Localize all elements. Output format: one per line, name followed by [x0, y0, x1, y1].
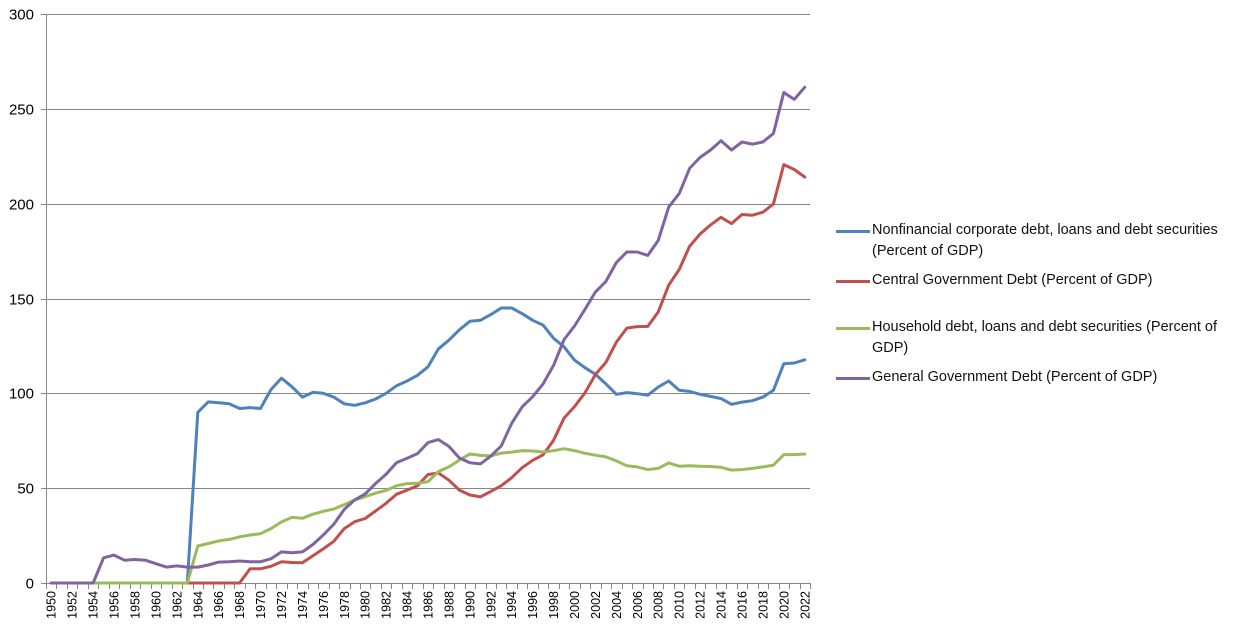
x-tick-label: 1964 — [191, 591, 205, 619]
legend-item-nonfinancial-corporate: Nonfinancial corporate debt, loans and d… — [836, 220, 1251, 262]
y-tick-label: 200 — [9, 197, 34, 214]
series-line-2 — [49, 447, 807, 585]
x-tick-label: 1970 — [254, 591, 268, 619]
series-lines — [49, 85, 807, 585]
x-tick-label: 1984 — [401, 591, 415, 619]
legend-swatch — [836, 377, 870, 380]
y-tick-label: 100 — [9, 386, 34, 403]
legend-swatch — [836, 327, 870, 330]
gridlines — [46, 14, 810, 489]
x-tick-label: 1968 — [233, 591, 247, 619]
x-tick-label: 1974 — [296, 591, 310, 619]
x-tick-label: 1976 — [317, 591, 331, 619]
legend-swatch — [836, 230, 870, 233]
x-tick-label: 1950 — [45, 591, 59, 619]
x-tick-label: 2018 — [756, 591, 770, 619]
y-axis-tick-labels: 0 50 100 150 200 250 300 — [9, 7, 34, 593]
x-tick-label: 2008 — [652, 591, 666, 619]
y-tick-label: 0 — [26, 576, 34, 593]
x-tick-label: 1992 — [484, 591, 498, 619]
legend-label: General Government Debt (Percent of GDP) — [872, 369, 1158, 385]
series-line-1 — [49, 163, 807, 585]
legend: Nonfinancial corporate debt, loans and d… — [836, 220, 1251, 388]
x-tick-label: 2020 — [777, 591, 791, 619]
axes — [41, 14, 811, 589]
x-axis-tick-labels: 1950 1952 1954 1956 1958 1960 1962 1964 1966 1968… — [45, 591, 813, 619]
series-line-3 — [49, 85, 807, 585]
x-tick-label: 1994 — [505, 591, 519, 619]
x-tick-label: 1986 — [422, 591, 436, 619]
x-tick-label: 2010 — [673, 591, 687, 619]
x-tick-label: 2012 — [694, 591, 708, 619]
y-tick-label: 300 — [9, 7, 34, 24]
x-tick-label: 2022 — [798, 591, 812, 619]
x-tick-label: 1996 — [526, 591, 540, 619]
x-tick-label: 1956 — [108, 591, 122, 619]
series-line-0 — [49, 306, 807, 585]
x-tick-label: 1982 — [380, 591, 394, 619]
y-tick-label: 150 — [9, 292, 34, 309]
legend-label: Nonfinancial corporate debt, loans and d… — [872, 222, 1218, 259]
legend-label: Household debt, loans and debt securitie… — [872, 319, 1217, 356]
legend-item-household: Household debt, loans and debt securitie… — [836, 317, 1251, 359]
x-tick-label: 1954 — [87, 591, 101, 619]
legend-swatch — [836, 280, 870, 283]
x-tick-label: 1966 — [212, 591, 226, 619]
y-tick-label: 250 — [9, 102, 34, 119]
legend-item-general-government: General Government Debt (Percent of GDP) — [836, 367, 1251, 388]
x-tick-label: 1980 — [359, 591, 373, 619]
x-tick-label: 2014 — [715, 591, 729, 619]
legend-item-central-government: Central Government Debt (Percent of GDP) — [836, 270, 1251, 291]
x-tick-label: 1958 — [128, 591, 142, 619]
x-tick-label: 2006 — [631, 591, 645, 619]
x-tick-label: 1960 — [149, 591, 163, 619]
x-tick-label: 1978 — [338, 591, 352, 619]
y-tick-label: 50 — [17, 481, 34, 498]
x-tick-label: 1952 — [66, 591, 80, 619]
x-tick-label: 2016 — [735, 591, 749, 619]
x-tick-label: 1988 — [442, 591, 456, 619]
x-tick-label: 2002 — [589, 591, 603, 619]
x-tick-label: 1962 — [170, 591, 184, 619]
x-tick-label: 2004 — [610, 591, 624, 619]
legend-label: Central Government Debt (Percent of GDP) — [872, 272, 1153, 288]
x-tick-label: 1972 — [275, 591, 289, 619]
x-tick-label: 1998 — [547, 591, 561, 619]
x-tick-label: 2000 — [568, 591, 582, 619]
x-tick-label: 1990 — [463, 591, 477, 619]
